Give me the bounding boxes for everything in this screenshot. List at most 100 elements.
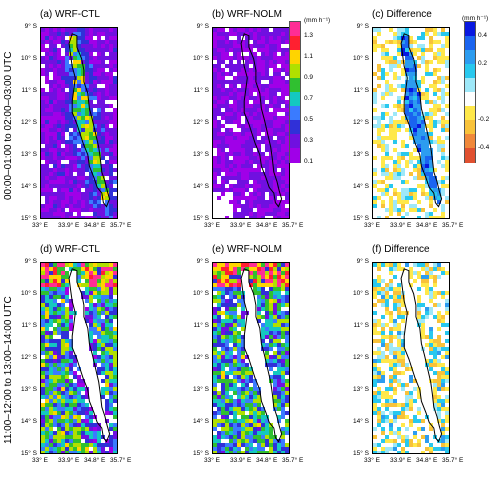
- heatmap-cell: [437, 56, 441, 60]
- heatmap-cell: [393, 263, 397, 267]
- heatmap-cell: [381, 52, 385, 56]
- heatmap-cell: [213, 447, 217, 451]
- heatmap-cell: [217, 36, 221, 40]
- heatmap-cell: [241, 431, 245, 435]
- heatmap-cell: [85, 271, 89, 275]
- heatmap-cell: [289, 379, 290, 383]
- y-tick-label: 11° S: [353, 322, 370, 329]
- heatmap-cell: [413, 76, 417, 80]
- heatmap-cell: [261, 160, 265, 164]
- heatmap-cell: [373, 156, 377, 160]
- heatmap-cell: [213, 263, 217, 267]
- heatmap-cell: [257, 271, 261, 275]
- heatmap-cell: [89, 263, 93, 267]
- heatmap-cell: [221, 40, 225, 44]
- heatmap-cell: [57, 212, 61, 216]
- heatmap-cell: [233, 80, 237, 84]
- heatmap-cell: [217, 395, 221, 399]
- heatmap-cell: [273, 295, 277, 299]
- heatmap-cell: [81, 283, 85, 287]
- heatmap-cell: [397, 212, 401, 216]
- heatmap-cell: [85, 216, 89, 218]
- heatmap-cell: [105, 216, 109, 218]
- heatmap-cell: [53, 299, 57, 303]
- heatmap-cell: [225, 44, 229, 48]
- heatmap-cell: [45, 144, 49, 148]
- heatmap-cell: [229, 299, 233, 303]
- heatmap-cell: [277, 60, 281, 64]
- heatmap-cell: [269, 44, 273, 48]
- heatmap-cell: [417, 48, 421, 52]
- heatmap-cell: [229, 108, 233, 112]
- heatmap-cell: [393, 192, 397, 196]
- heatmap-cell: [109, 104, 113, 108]
- heatmap-cell: [397, 415, 401, 419]
- heatmap-cell: [421, 92, 425, 96]
- heatmap-cell: [253, 184, 257, 188]
- heatmap-cell: [77, 136, 81, 140]
- heatmap-cell: [45, 299, 49, 303]
- heatmap-cell: [249, 88, 253, 92]
- heatmap-cell: [417, 132, 421, 136]
- heatmap-cell: [257, 399, 261, 403]
- heatmap-cell: [213, 327, 217, 331]
- heatmap-cell: [241, 96, 245, 100]
- heatmap-cell: [81, 263, 85, 267]
- heatmap-cell: [429, 271, 433, 275]
- heatmap-cell: [97, 263, 101, 267]
- heatmap-cell: [221, 263, 225, 267]
- heatmap-cell: [385, 72, 389, 76]
- heatmap-cell: [81, 168, 85, 172]
- heatmap-cell: [377, 44, 381, 48]
- heatmap-cell: [289, 295, 290, 299]
- heatmap-cell: [61, 447, 65, 451]
- heatmap-cell: [409, 80, 413, 84]
- heatmap-cell: [409, 84, 413, 88]
- heatmap-cell: [61, 172, 65, 176]
- heatmap-cell: [49, 435, 53, 439]
- heatmap-cell: [233, 423, 237, 427]
- heatmap-cell: [285, 200, 289, 204]
- heatmap-cell: [277, 379, 281, 383]
- heatmap-cell: [277, 208, 281, 212]
- heatmap-cell: [417, 56, 421, 60]
- heatmap-cell: [57, 192, 61, 196]
- heatmap-cell: [401, 68, 405, 72]
- heatmap-cell: [81, 156, 85, 160]
- heatmap-cell: [229, 327, 233, 331]
- heatmap-cell: [245, 447, 249, 451]
- heatmap-cell: [433, 188, 437, 192]
- heatmap-cell: [65, 343, 69, 347]
- heatmap-cell: [85, 447, 89, 451]
- heatmap-cell: [229, 407, 233, 411]
- heatmap-cell: [117, 411, 118, 415]
- heatmap-cell: [221, 295, 225, 299]
- heatmap-cell: [405, 36, 409, 40]
- heatmap-cell: [289, 172, 290, 176]
- heatmap-cell: [49, 343, 53, 347]
- heatmap-cell: [281, 96, 285, 100]
- heatmap-cell: [449, 351, 450, 355]
- heatmap-cell: [221, 283, 225, 287]
- heatmap-cell: [113, 116, 117, 120]
- heatmap-cell: [229, 172, 233, 176]
- heatmap-cell: [417, 140, 421, 144]
- heatmap-cell: [213, 319, 217, 323]
- heatmap-cell: [261, 96, 265, 100]
- heatmap-cell: [289, 327, 290, 331]
- heatmap-cell: [65, 216, 69, 218]
- heatmap-cell: [385, 104, 389, 108]
- heatmap-cell: [69, 104, 73, 108]
- heatmap-cell: [65, 180, 69, 184]
- heatmap-cell: [217, 120, 221, 124]
- heatmap-cell: [433, 28, 437, 32]
- heatmap-cell: [85, 391, 89, 395]
- heatmap-cell: [285, 48, 289, 52]
- heatmap-cell: [445, 120, 449, 124]
- heatmap-cell: [57, 315, 61, 319]
- heatmap-cell: [253, 275, 257, 279]
- heatmap-cell: [77, 415, 81, 419]
- heatmap-cell: [373, 451, 377, 453]
- heatmap-cell: [381, 343, 385, 347]
- heatmap-cell: [93, 283, 97, 287]
